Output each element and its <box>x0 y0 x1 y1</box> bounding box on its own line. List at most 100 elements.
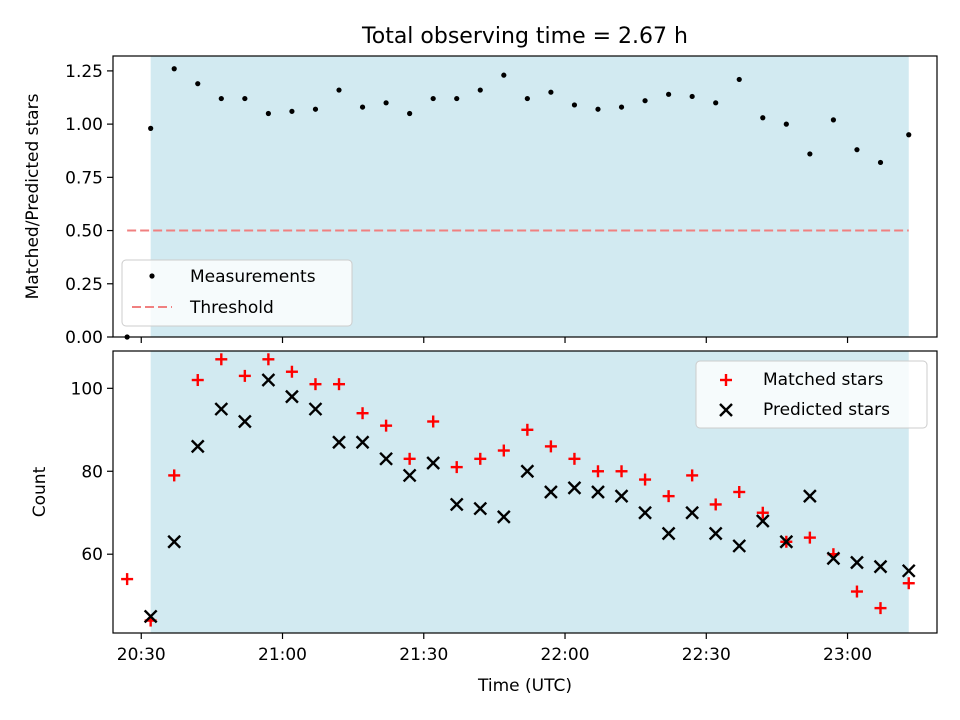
matched-star-point <box>544 440 557 453</box>
bottom-x-ticks: 20:30 21:00 21:30 22:00 22:30 23:00 <box>117 633 872 665</box>
predicted-star-point <box>850 555 864 570</box>
x-axis-label: Time (UTC) <box>477 676 572 696</box>
measurement-point <box>477 87 483 93</box>
legend-label-predicted: Predicted stars <box>763 400 890 420</box>
predicted-star-point <box>661 526 676 541</box>
matched-star-point <box>262 353 275 366</box>
predicted-star-point <box>567 481 582 495</box>
predicted-star-point <box>614 489 629 503</box>
measurement-point <box>906 132 912 138</box>
bottom-y-ticks: 60 80 100 <box>71 379 113 565</box>
matched-star-point <box>215 353 228 366</box>
legend-label-threshold: Threshold <box>189 298 274 318</box>
top-y-tick-label: 0.50 <box>65 222 103 242</box>
top-y-tick-label: 0.25 <box>65 275 103 295</box>
top-y-tick-label: 1.25 <box>65 62 103 82</box>
x-tick-label: 22:30 <box>682 645 731 665</box>
predicted-star-point <box>449 497 464 512</box>
predicted-star-point <box>190 439 205 454</box>
matched-star-point <box>285 365 298 378</box>
top-y-tick-label: 0.75 <box>65 168 103 188</box>
bottom-panel: 60 80 100 20:30 21:00 21:30 22:00 22:30 23:00 C… <box>30 350 938 696</box>
measurement-point <box>618 104 625 110</box>
predicted-star-point <box>426 456 441 470</box>
predicted-stars-points <box>143 373 916 624</box>
legend-marker-measurements <box>149 273 155 279</box>
matched-stars-points <box>121 353 915 627</box>
legend-marker-matched <box>720 374 732 386</box>
bottom-y-tick-label: 100 <box>71 379 103 399</box>
measurement-point <box>830 117 837 123</box>
measurement-point <box>713 100 719 106</box>
matched-star-point <box>639 473 652 486</box>
predicted-star-point <box>261 373 276 387</box>
measurement-point <box>854 147 860 153</box>
measurement-point <box>524 95 530 102</box>
matched-star-point <box>497 444 510 457</box>
measurement-point <box>595 106 601 112</box>
matched-star-point <box>756 506 769 519</box>
predicted-star-point <box>708 526 723 541</box>
measurement-points <box>124 66 912 340</box>
matched-star-point <box>474 452 487 465</box>
measurement-point <box>171 66 177 72</box>
measurement-point <box>195 81 201 87</box>
predicted-star-point <box>901 563 916 578</box>
top-axes-frame <box>112 55 938 338</box>
matched-star-point <box>168 469 181 482</box>
predicted-star-point <box>826 551 841 566</box>
matched-star-point <box>803 531 816 544</box>
predicted-star-point <box>473 501 488 516</box>
legend-marker-predicted <box>719 403 733 417</box>
measurement-point <box>430 95 436 102</box>
bottom-y-tick-label: 60 <box>81 545 103 565</box>
measurement-point <box>265 110 271 117</box>
predicted-star-point <box>496 510 511 524</box>
predicted-star-point <box>544 485 558 499</box>
measurement-point <box>736 76 742 83</box>
measurement-point <box>501 72 507 78</box>
measurement-point <box>407 110 413 117</box>
matched-star-point <box>309 378 322 391</box>
bottom-legend-box <box>695 360 928 429</box>
measurement-point <box>242 95 248 102</box>
measurement-point <box>454 95 460 102</box>
predicted-star-point <box>143 609 158 624</box>
predicted-star-point <box>237 414 252 429</box>
matched-star-point <box>591 465 604 478</box>
bottom-y-tick-label: 80 <box>81 462 103 482</box>
legend-label-matched: Matched stars <box>763 370 883 390</box>
predicted-star-point <box>285 389 299 404</box>
x-tick-label: 23:00 <box>823 645 872 665</box>
matched-star-point <box>615 465 628 478</box>
predicted-star-point <box>520 464 535 479</box>
measurement-point <box>807 151 813 157</box>
predicted-star-point <box>591 485 605 499</box>
predicted-star-point <box>873 559 888 574</box>
top-y-ticks: 0.00 0.25 0.50 0.75 1.00 1.25 <box>65 62 113 348</box>
predicted-star-point <box>308 402 323 416</box>
x-tick-label: 21:30 <box>399 645 448 665</box>
measurement-point <box>877 159 884 166</box>
predicted-star-point <box>732 539 747 553</box>
predicted-star-point <box>803 489 817 503</box>
matched-star-point <box>850 585 863 598</box>
matched-star-point <box>403 452 416 465</box>
measurement-point <box>666 91 672 97</box>
predicted-star-point <box>379 451 393 466</box>
measurement-point <box>571 102 578 108</box>
measurement-point <box>760 115 766 121</box>
measurement-point <box>548 89 554 95</box>
measurement-point <box>783 121 789 127</box>
predicted-star-point <box>755 514 770 528</box>
matched-star-point <box>191 374 204 387</box>
matched-star-point <box>902 577 915 590</box>
bottom-y-axis-label: Count <box>30 466 50 517</box>
measurement-point <box>359 104 366 110</box>
matched-star-point <box>709 498 722 511</box>
predicted-star-point <box>402 468 417 483</box>
matched-star-point <box>427 415 440 428</box>
predicted-star-point <box>332 435 346 450</box>
predicted-star-point <box>779 534 794 549</box>
